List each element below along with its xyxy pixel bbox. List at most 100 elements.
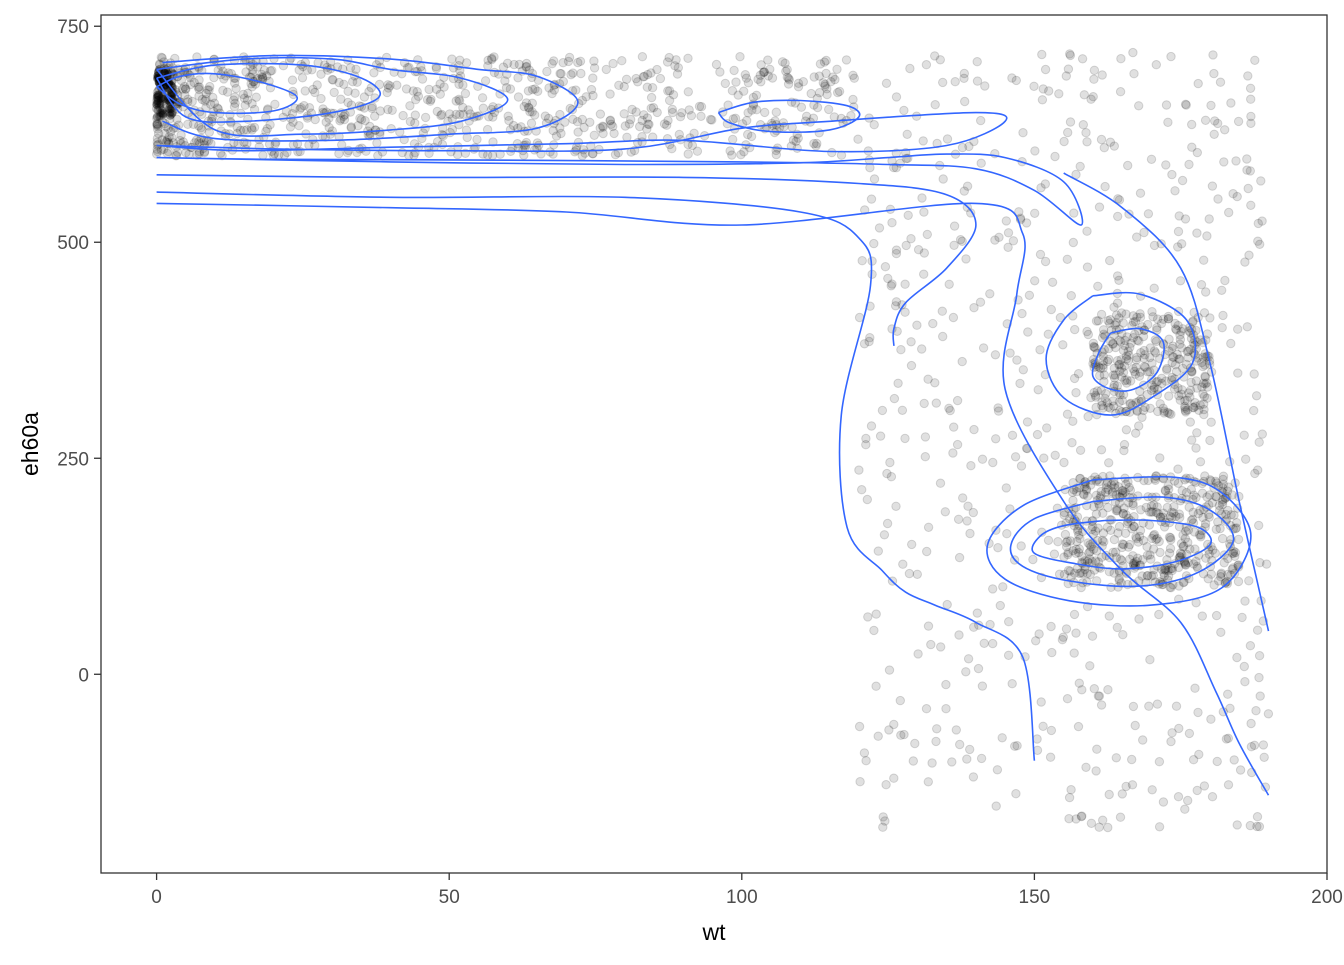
data-point [1167,728,1177,738]
data-point [1113,528,1123,538]
data-point [454,96,465,106]
data-point [230,98,240,109]
data-point [172,104,183,114]
data-point [1069,609,1080,620]
data-point [204,85,214,95]
x-tick-label: 100 [726,887,758,908]
data-point [205,81,215,92]
data-point [968,507,978,518]
data-point [631,107,641,117]
data-point [944,403,954,413]
data-point [1010,741,1020,751]
data-point [883,273,893,284]
data-point [411,95,421,105]
data-point [1082,491,1093,501]
data-point [891,92,902,102]
data-point [1200,371,1210,381]
data-point [958,493,968,503]
data-point [1103,502,1113,513]
data-point [153,96,163,106]
data-point [334,77,344,88]
data-point [1213,118,1223,129]
data-point [952,439,963,450]
data-point [324,122,334,133]
data-point [519,101,529,112]
data-point [1150,474,1160,484]
data-point [595,123,605,133]
data-point [472,134,482,145]
data-point [997,733,1007,743]
data-point [1090,343,1100,353]
data-point [812,102,823,113]
data-point [948,448,958,458]
data-point [1173,226,1184,237]
data-point [361,146,371,156]
data-point [458,102,468,113]
data-point [1062,254,1073,264]
data-point [209,98,220,108]
data-point [1061,537,1072,548]
data-point [1035,249,1046,260]
data-point [545,147,555,157]
data-point [994,232,1004,243]
data-point [961,667,971,677]
data-point [588,149,598,159]
data-point [238,89,249,100]
data-point [460,88,471,99]
data-point [1197,611,1208,621]
data-point [1241,454,1251,464]
data-point [877,405,888,416]
data-point [664,95,675,106]
data-point [1076,811,1087,822]
data-point [1030,146,1040,156]
data-point [489,52,499,62]
data-point [521,61,532,72]
data-point [969,303,979,313]
data-point [257,72,268,82]
data-point [435,89,445,99]
data-point [857,485,867,495]
data-point [170,53,180,64]
data-point [1053,537,1063,547]
data-point [208,92,218,103]
data-point [961,254,971,264]
data-point [1038,84,1048,94]
data-point [187,96,197,107]
data-point [667,144,677,154]
data-point [1135,525,1146,536]
data-point [157,117,167,127]
data-point [410,110,420,120]
data-point [1134,421,1144,431]
data-point [1099,143,1110,153]
data-point [1138,535,1149,546]
data-point [874,223,885,233]
data-point [509,59,519,70]
data-point [1112,622,1123,633]
data-point [1069,648,1079,658]
data-point [1149,346,1160,356]
data-point [295,104,305,114]
data-point [918,136,928,146]
data-point [944,279,954,289]
data-point [451,109,461,120]
data-point [242,125,252,135]
data-point [416,61,426,72]
data-point [1057,635,1068,645]
data-point [1197,488,1208,498]
data-point [861,433,871,444]
data-point [1046,621,1056,632]
data-point [558,76,568,87]
data-point [1176,538,1187,549]
data-point [1237,612,1247,623]
data-point [1165,511,1175,521]
data-point [966,461,976,471]
data-point [438,123,448,133]
data-point [978,343,989,353]
data-point [993,543,1003,553]
data-point [1192,785,1202,796]
data-point [900,433,910,444]
data-point [527,84,538,95]
data-point [1249,740,1260,750]
data-point [1159,568,1169,578]
data-point [1121,309,1131,319]
